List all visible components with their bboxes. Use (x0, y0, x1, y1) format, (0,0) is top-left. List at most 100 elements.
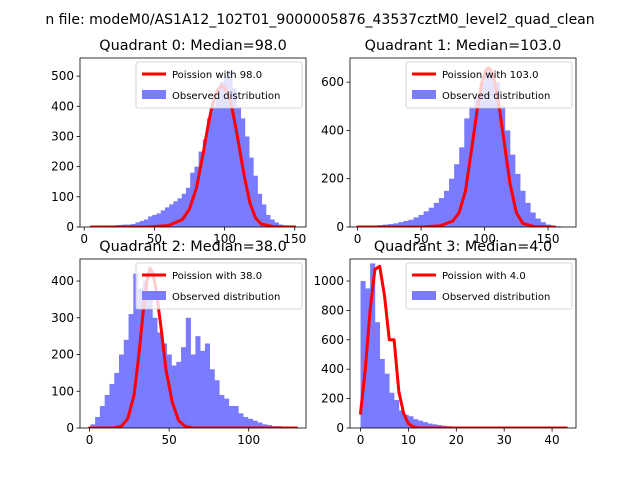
histogram-bar (374, 322, 380, 428)
histogram-bar (525, 202, 531, 227)
x-tick-label: 0 (354, 232, 362, 246)
histogram-bar (152, 317, 158, 428)
histogram-bar (270, 219, 275, 227)
histogram-bar (219, 394, 225, 428)
histogram-bar (244, 136, 250, 227)
legend-label: Observed distribution (442, 91, 550, 102)
histogram-bar (422, 422, 428, 428)
x-tick-label: 30 (497, 433, 512, 447)
legend-box (405, 262, 573, 310)
histogram-bar (413, 419, 419, 428)
y-tick-label: 600 (321, 333, 344, 347)
y-tick-label: 400 (321, 123, 344, 137)
histogram-bar (194, 166, 199, 227)
legend-box (135, 61, 303, 109)
histogram-bar (427, 423, 433, 428)
x-tick-label: 50 (147, 232, 162, 246)
histogram-bar (157, 332, 163, 428)
y-tick-label: 1000 (313, 274, 344, 288)
histogram-bar (109, 383, 115, 428)
histogram-bar (131, 223, 136, 227)
histogram-bar (177, 198, 183, 227)
histogram-bar (143, 219, 149, 227)
histogram-bar (223, 76, 229, 227)
subplot-1: 0 50 100 150 0 200 400 600 Quadrant 1: Median=10… (321, 38, 577, 246)
histogram-bar (423, 211, 430, 227)
histogram-bar (449, 178, 455, 227)
histogram-bar (384, 373, 390, 428)
histogram-bar (479, 82, 485, 227)
histogram-bar (202, 139, 208, 227)
y-tick-label: 200 (51, 348, 74, 362)
histogram-bar (181, 193, 187, 227)
histogram-bar (164, 207, 170, 227)
x-tick-label: 10 (401, 433, 416, 447)
histogram-bar (247, 418, 253, 428)
plot-area (359, 263, 568, 428)
y-tick-label: 100 (51, 384, 74, 398)
histogram-bar (438, 198, 445, 227)
plot-area (88, 266, 298, 428)
histogram-bar (261, 204, 267, 227)
histogram-bar (185, 187, 191, 227)
legend-bar-swatch (142, 291, 166, 300)
histogram-bar (459, 147, 465, 227)
axes-frame (349, 258, 577, 429)
x-tick-label: 100 (237, 433, 260, 447)
histogram-bar (469, 106, 475, 227)
y-tick-label: 200 (321, 172, 344, 186)
x-tick-label: 150 (537, 232, 560, 246)
x-tick-label: 0 (357, 433, 365, 447)
histogram-bar (413, 217, 419, 227)
poisson-line (359, 264, 568, 428)
histogram-bar (128, 314, 134, 428)
x-tick-label: 0 (86, 433, 94, 447)
y-tick-label: 400 (51, 99, 74, 113)
histogram-bar (214, 380, 220, 428)
x-tick-label: 100 (213, 232, 236, 246)
histogram-bar (169, 204, 174, 227)
histogram-bar (432, 424, 438, 428)
histogram-bar (535, 218, 541, 227)
x-tick-label: 20 (449, 433, 464, 447)
y-tick-label: 600 (321, 75, 344, 89)
legend-label: Observed distribution (442, 292, 550, 303)
legend-bar-swatch (412, 291, 436, 300)
histogram-bar (474, 96, 480, 227)
histogram-bar (139, 220, 145, 227)
histogram-bar (443, 190, 450, 227)
x-tick-label: 50 (161, 433, 176, 447)
legend-box (135, 262, 303, 310)
histogram-bar (190, 354, 196, 428)
legend-box (405, 61, 573, 109)
histogram-bar (418, 214, 424, 227)
histogram-bar (219, 82, 225, 227)
histogram-bar (257, 422, 263, 428)
histogram-bar (104, 394, 110, 428)
subplot-title: Quadrant 2: Median=38.0 (99, 239, 287, 255)
y-tick-label: 800 (321, 303, 344, 317)
histogram-bar (389, 392, 395, 428)
histogram-bar (142, 281, 148, 428)
histogram-bar (398, 410, 404, 428)
x-tick-label: 40 (544, 433, 559, 447)
histogram-bar (123, 339, 129, 428)
histogram-bar (265, 214, 271, 227)
histogram-bar (252, 420, 258, 428)
histogram-bar (454, 164, 460, 227)
histogram-bar (228, 405, 234, 428)
subplot-2: 0 50 100 0 100 200 300 400 Quadrant 2: Median=38… (51, 239, 307, 447)
histogram-bar (99, 405, 105, 428)
histogram-bar (394, 400, 400, 428)
histogram-bar (428, 207, 435, 227)
y-tick-label: 300 (51, 311, 74, 325)
histogram-bar (135, 222, 140, 227)
histogram-bar (90, 424, 96, 428)
histogram-bar (152, 214, 157, 227)
legend-label: Observed distribution (172, 91, 280, 102)
histogram-bar (370, 263, 376, 428)
subplot-title: Quadrant 1: Median=103.0 (365, 38, 562, 54)
